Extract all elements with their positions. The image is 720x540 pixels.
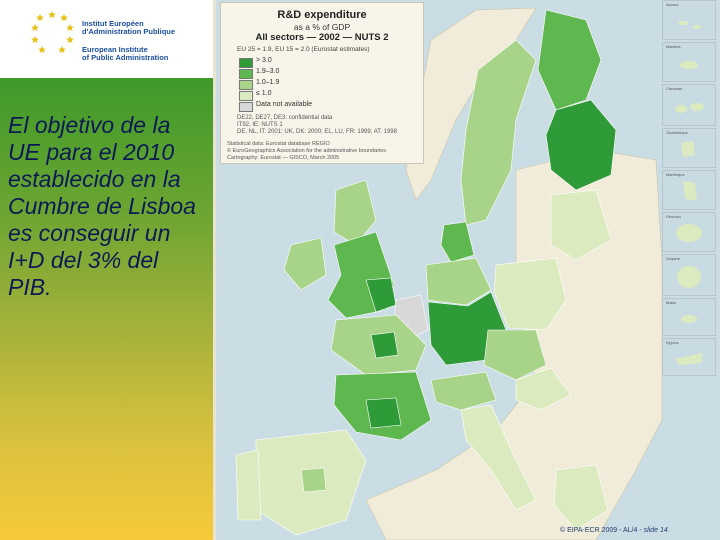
inset-map: Canarias bbox=[662, 84, 716, 126]
inset-label: Kýpros bbox=[666, 340, 679, 345]
legend-swatch bbox=[239, 58, 253, 68]
inset-label: Canarias bbox=[666, 86, 683, 91]
divider bbox=[213, 0, 216, 540]
logo-text-line-4: of Public Administration bbox=[82, 53, 169, 62]
legend-label: Data not available bbox=[256, 101, 313, 108]
region-uk-north bbox=[333, 179, 377, 246]
inset-map: Kýpros bbox=[662, 338, 716, 376]
legend-label: ≤ 1.0 bbox=[256, 90, 272, 97]
inset-shape bbox=[681, 141, 695, 157]
legend-swatch bbox=[239, 91, 253, 101]
legend-note-1: DE22, DE27, DE3: confidential data bbox=[237, 115, 333, 121]
inset-label: Malta bbox=[666, 300, 676, 305]
region-finland-north bbox=[537, 9, 602, 111]
region-poland bbox=[493, 257, 567, 331]
inset-label: Guyane bbox=[666, 256, 681, 261]
region-czech-austria bbox=[483, 329, 547, 381]
inset-shape bbox=[681, 315, 697, 323]
inset-map: Guadeloupe bbox=[662, 128, 716, 168]
sidebar-panel: Institut Européen d'Administration Publi… bbox=[0, 0, 213, 540]
inset-map: Martinique bbox=[662, 170, 716, 210]
inset-map: Guyane bbox=[662, 254, 716, 296]
inset-shape bbox=[680, 61, 698, 69]
inset-map: Madeira bbox=[662, 42, 716, 82]
inset-shape bbox=[676, 224, 702, 242]
inset-label: Réunion bbox=[666, 214, 681, 219]
legend-label: 1.0–1.9 bbox=[256, 79, 280, 86]
legend-swatch bbox=[239, 80, 253, 90]
region-baltics bbox=[550, 189, 612, 261]
logo-text-line-3: European Institute bbox=[82, 45, 148, 54]
inset-shape bbox=[683, 181, 697, 201]
inset-label: Madeira bbox=[666, 44, 681, 49]
legend-swatch bbox=[239, 69, 253, 79]
legend-label: > 3.0 bbox=[256, 57, 272, 64]
region-ireland bbox=[283, 237, 327, 291]
legend-note-3: DE, NL, IT: 2001; UK, DK: 2000; EL, LU, … bbox=[237, 129, 397, 135]
map-legend: R&D expenditure as a % of GDP All sector… bbox=[220, 2, 424, 164]
region-denmark bbox=[440, 221, 475, 263]
inset-map: Açores bbox=[662, 0, 716, 40]
slide-footer: © EIPA-ECR 2009 - AL/4 - slide 14 bbox=[560, 527, 668, 534]
region-greece bbox=[553, 464, 609, 531]
source-line-2: © EuroGeographics Association for the ad… bbox=[227, 148, 387, 154]
region-sweden bbox=[460, 39, 537, 226]
inset-map: Réunion bbox=[662, 212, 716, 252]
map-heading: All sectors — 2002 — NUTS 2 bbox=[255, 32, 389, 43]
region-france-paris bbox=[370, 331, 399, 359]
source-line-1: Statistical data: Eurostat database REGI… bbox=[227, 141, 330, 147]
inset-label: Guadeloupe bbox=[666, 130, 688, 135]
map-subtitle: as a % of GDP bbox=[293, 22, 351, 32]
region-france-midi bbox=[365, 397, 402, 429]
region-finland-south bbox=[545, 99, 617, 191]
legend-swatch bbox=[239, 102, 253, 112]
region-italy-south bbox=[460, 404, 537, 511]
source-line-3: Cartography: Eurostat — GISCO, March 200… bbox=[227, 155, 340, 161]
rd-expenditure-map: R&D expenditure as a % of GDP All sector… bbox=[216, 0, 720, 540]
outermost-regions-insets: Açores Madeira Canarias Guadeloupe Marti… bbox=[662, 0, 718, 400]
region-germany-north bbox=[425, 257, 492, 306]
slide-statement: El objetivo de la UE para el 2010 establ… bbox=[8, 112, 196, 300]
region-portugal bbox=[235, 449, 262, 521]
region-spain-madrid bbox=[300, 467, 327, 493]
inset-map: Malta bbox=[662, 298, 716, 336]
eu-average-note: EU 25 = 1.9, EU 15 = 2.0 (Eurostat estim… bbox=[237, 46, 370, 53]
footer-slide-number: slide 14 bbox=[643, 527, 668, 534]
inset-label: Açores bbox=[666, 2, 679, 7]
logo-text-line-1: Institut Européen bbox=[82, 19, 144, 28]
legend-label: 1.9–3.0 bbox=[256, 68, 280, 75]
region-hungary bbox=[515, 367, 572, 411]
footer-copyright: © EIPA-ECR 2009 - AL/4 - bbox=[560, 527, 642, 534]
inset-shape bbox=[677, 266, 701, 288]
inset-shape bbox=[675, 103, 704, 113]
inset-shape bbox=[678, 21, 701, 29]
inset-label: Martinique bbox=[666, 172, 685, 177]
logo-text-line-2: d'Administration Publique bbox=[82, 27, 176, 36]
eu-stars-icon bbox=[31, 11, 74, 53]
gradient-panel bbox=[0, 78, 213, 540]
map-title: R&D expenditure bbox=[277, 9, 367, 21]
region-italy-north bbox=[430, 371, 497, 411]
legend-note-2: IT92, IE: NUTS 1 bbox=[237, 122, 283, 128]
eipa-logo: Institut Européen d'Administration Publi… bbox=[0, 0, 213, 78]
inset-shape bbox=[675, 353, 703, 365]
